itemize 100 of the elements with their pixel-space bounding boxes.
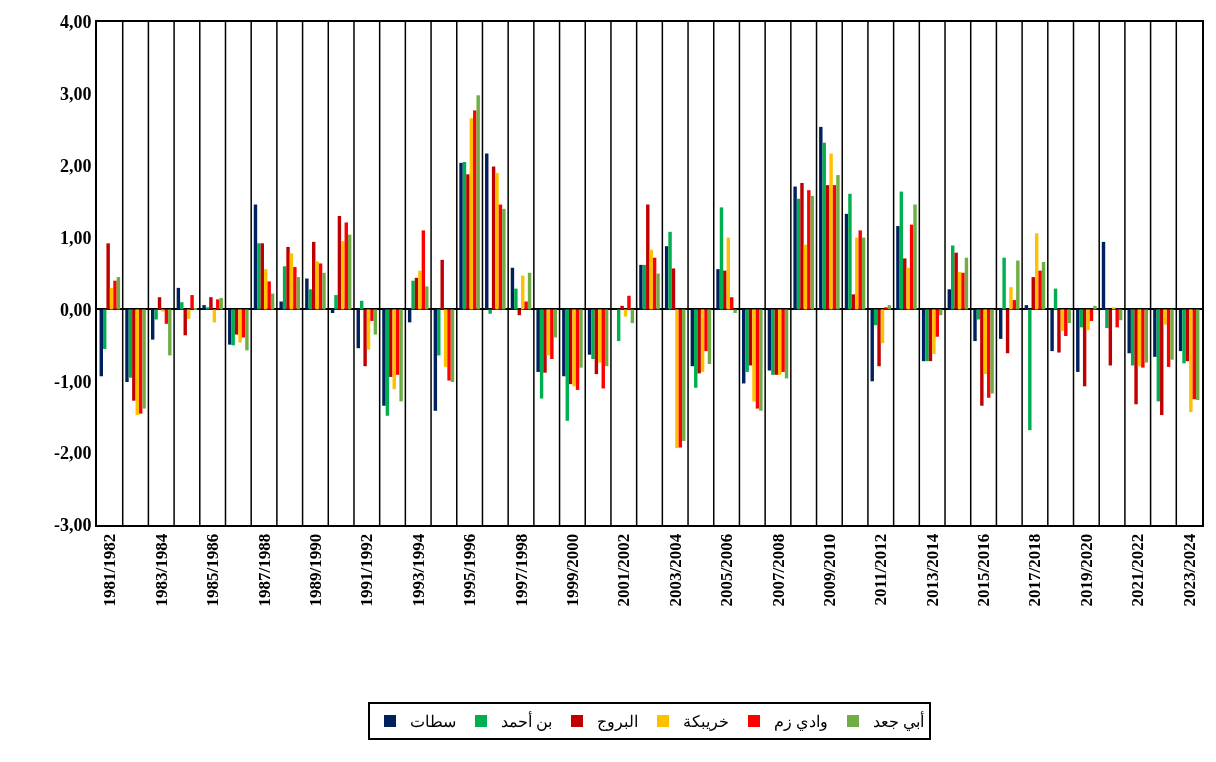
bar (1050, 309, 1054, 352)
bar (341, 241, 345, 310)
bar (1127, 309, 1131, 354)
bar (1134, 309, 1138, 405)
bar (1141, 309, 1145, 368)
bar (267, 281, 271, 310)
bar (382, 309, 386, 406)
x-tick-label: 2019/2020 (1076, 533, 1096, 607)
bar (536, 309, 540, 372)
bar (1016, 260, 1020, 310)
bar (752, 309, 756, 402)
bar (1028, 309, 1032, 431)
x-tick-label: 2011/2012 (871, 533, 891, 606)
x-tick-label: 2009/2010 (819, 533, 839, 607)
bar (418, 270, 422, 310)
bar (961, 272, 965, 310)
legend-label: أبي جعد (873, 711, 924, 732)
x-tick-label: 1987/1988 (254, 533, 274, 607)
x-tick-label: 2013/2014 (922, 533, 942, 607)
bar (154, 309, 158, 320)
x-tick-label: 2005/2006 (717, 533, 737, 607)
bar (668, 231, 672, 310)
bar (363, 309, 367, 367)
bar (980, 309, 984, 406)
bar (906, 267, 910, 310)
bar (209, 297, 213, 310)
x-tick-label: 1981/1982 (100, 533, 120, 607)
y-tick-label: 1,00 (59, 227, 92, 248)
bar (807, 190, 811, 310)
bar (161, 309, 165, 312)
bar (425, 286, 429, 310)
bar (733, 309, 737, 314)
x-tick-label: 1989/1990 (305, 533, 325, 607)
bar (562, 309, 566, 377)
x-tick-label: 2021/2022 (1128, 533, 1148, 607)
bar (514, 288, 518, 310)
bar (932, 309, 936, 354)
legend-label: بن أحمد (501, 711, 552, 732)
bar (488, 309, 492, 314)
bar (913, 204, 917, 310)
bar (1105, 309, 1109, 329)
bar (447, 309, 451, 381)
bar (1163, 309, 1167, 325)
bar (164, 309, 169, 324)
bar (476, 95, 480, 310)
x-tick-label: 1985/1986 (203, 533, 223, 607)
y-tick-label: -2,00 (53, 443, 92, 464)
bar (334, 295, 338, 310)
x-tick-label: 1991/1992 (357, 533, 377, 607)
y-tick-label: 4,00 (59, 12, 92, 33)
bar (293, 267, 297, 310)
bar (697, 309, 701, 374)
x-tick-label: 2001/2002 (614, 533, 634, 607)
bar (257, 243, 261, 310)
bar (466, 174, 470, 310)
bar (1009, 287, 1013, 310)
bar (1170, 309, 1174, 360)
bar (550, 309, 554, 360)
bar (315, 261, 319, 310)
y-tick-label: 2,00 (59, 156, 92, 177)
bar (234, 309, 239, 335)
bar (186, 309, 191, 319)
bar (1189, 309, 1193, 413)
x-tick-label: 2017/2018 (1025, 533, 1045, 607)
bar (579, 309, 583, 368)
legend-label: خريبكة (683, 713, 729, 732)
bar (180, 302, 184, 310)
bar (704, 309, 708, 352)
bar (132, 309, 136, 401)
bar (1086, 309, 1090, 331)
bar (646, 204, 650, 310)
bar (322, 272, 326, 310)
bar (1182, 309, 1186, 364)
bar (627, 295, 631, 310)
bar (793, 186, 797, 310)
x-tick-label: 1995/1996 (460, 533, 480, 607)
bar (591, 309, 595, 360)
bar (142, 309, 146, 409)
bar (286, 246, 290, 310)
bar (1153, 309, 1157, 357)
y-tick-label: -1,00 (53, 371, 92, 392)
y-tick-label: 3,00 (59, 84, 92, 105)
bar (939, 309, 943, 316)
bar (623, 309, 628, 317)
bar (168, 309, 172, 356)
bar (202, 305, 206, 310)
bar (598, 309, 602, 363)
bar (190, 295, 194, 310)
bar (884, 307, 888, 310)
y-tick-label: 0,00 (59, 299, 92, 320)
bar (1089, 309, 1094, 321)
x-tick-label: 2003/2004 (665, 533, 685, 607)
bar (990, 309, 994, 394)
bar (150, 309, 155, 340)
bar (620, 305, 624, 310)
bar (459, 162, 463, 310)
legend-label: سطات (410, 713, 456, 731)
bar (370, 309, 374, 321)
bar (800, 182, 804, 310)
bar (543, 309, 547, 373)
